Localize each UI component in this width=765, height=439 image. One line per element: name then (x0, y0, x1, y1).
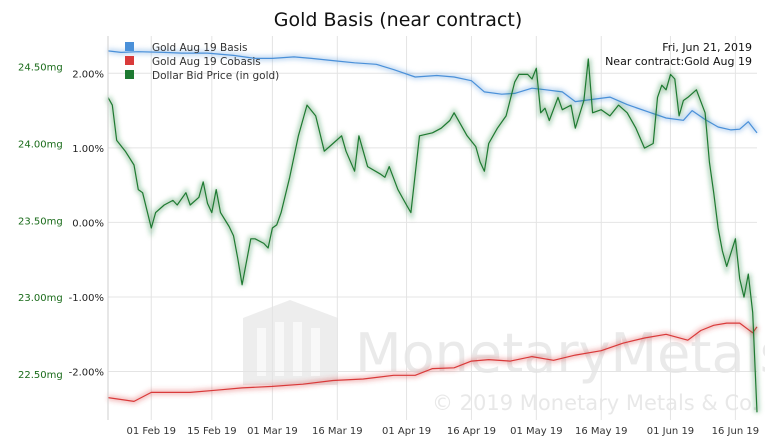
legend: Gold Aug 19 Basis Gold Aug 19 Cobasis Do… (125, 42, 279, 82)
watermark-copyright: © 2019 Monetary Metals & Co. (432, 391, 758, 415)
x-axis-tick-label: 16 Jun 19 (712, 426, 759, 437)
gold-cobasis-line (107, 322, 758, 402)
legend-swatch-cobasis (125, 56, 134, 65)
right-axis-tick-label: 1.00% (72, 144, 104, 155)
left-axis-tick-label: 23.50mg (18, 216, 63, 227)
left-axis-tick-label: 24.00mg (18, 140, 63, 151)
x-axis-tick-label: 16 May 19 (575, 426, 627, 437)
legend-label-cobasis: Gold Aug 19 Cobasis (152, 56, 261, 68)
left-axis-tick-label: 23.00mg (18, 293, 63, 304)
chart-title: Gold Basis (near contract) (274, 9, 522, 31)
x-axis-tick-label: 16 Apr 19 (447, 426, 496, 437)
info-date: Fri, Jun 21, 2019 (662, 41, 752, 54)
right-axis-tick-label: 2.00% (72, 69, 104, 80)
legend-swatch-dollar-bid (125, 70, 134, 79)
axes: 2.00% 1.00% 0.00% -1.00% -2.00% 24.50mg 24.00m… (18, 36, 759, 437)
dollar-bid-price-line (107, 58, 758, 413)
left-axis-tick-label: 24.50mg (18, 63, 63, 74)
x-axis-tick-label: 15 Feb 19 (187, 426, 237, 437)
legend-label-basis: Gold Aug 19 Basis (152, 42, 248, 54)
x-axis-tick-label: 16 Mar 19 (312, 426, 363, 437)
right-axis-tick-label: -2.00% (69, 368, 104, 379)
right-axis-tick-label: -1.00% (69, 293, 104, 304)
right-axis-tick-label: 0.00% (72, 218, 104, 229)
watermark-logo (243, 300, 338, 385)
legend-label-dollar-bid: Dollar Bid Price (in gold) (152, 70, 279, 82)
x-axis-tick-label: 01 May 19 (510, 426, 562, 437)
left-axis-tick-label: 22.50mg (18, 370, 63, 381)
x-axis-tick-label: 01 Apr 19 (382, 426, 431, 437)
legend-swatch-basis (125, 42, 134, 51)
x-axis-tick-label: 01 Jun 19 (647, 426, 694, 437)
series-lines (105, 48, 760, 413)
x-axis-tick-label: 01 Mar 19 (247, 426, 298, 437)
info-contract: Near contract:Gold Aug 19 (605, 55, 752, 68)
x-axis-tick-label: 01 Feb 19 (127, 426, 177, 437)
watermark: MonetaryMetals © 2019 Monetary Metals & … (243, 300, 765, 415)
gold-basis-line (107, 50, 758, 134)
